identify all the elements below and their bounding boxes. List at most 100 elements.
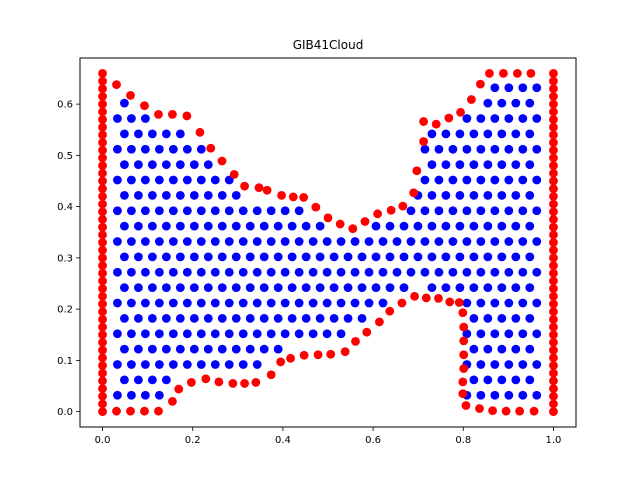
interior-point [154,298,164,308]
interior-point [189,283,199,292]
interior-point [127,298,136,308]
interior-point [217,344,227,354]
x-tick-label: 0.4 [275,435,291,446]
interior-point [504,83,514,93]
boundary-point [140,406,149,416]
interior-point [224,298,234,308]
interior-point [113,267,122,277]
interior-point [441,221,451,231]
interior-point [182,267,192,277]
interior-point [392,267,402,277]
boundary-point [313,350,323,360]
boundary-point [456,107,465,117]
boundary-point [549,245,558,255]
interior-point [196,144,206,154]
interior-point [315,221,325,231]
interior-point [329,252,339,262]
interior-point [266,298,276,308]
interior-point [532,329,542,339]
interior-point [469,160,479,170]
boundary-point [98,76,107,86]
interior-point [343,283,353,292]
interior-point [280,329,290,339]
interior-point [161,190,171,200]
interior-point [161,129,171,139]
y-tick-label: 0.5 [57,151,73,162]
y-tick-label: 0.2 [57,305,73,316]
interior-point [140,175,150,185]
interior-point [434,237,444,246]
interior-point [196,298,206,308]
interior-point [224,267,234,277]
boundary-point [549,284,558,294]
interior-point [469,283,479,292]
boundary-point [98,345,107,355]
boundary-point [549,92,558,101]
interior-point [189,160,199,170]
interior-point [182,298,192,308]
boundary-point [476,79,485,89]
interior-point [147,344,157,354]
interior-point [490,237,500,246]
boundary-point [98,261,107,270]
boundary-point [459,322,469,332]
interior-point [378,237,388,246]
boundary-point [445,297,455,307]
boundary-point [549,353,558,363]
interior-point [273,313,283,323]
boundary-point [98,138,107,147]
interior-point [399,252,409,262]
interior-point [133,313,143,323]
interior-point [406,206,416,216]
interior-point [217,221,227,231]
interior-point [280,298,290,308]
boundary-point [228,379,238,388]
boundary-point [251,378,261,387]
boundary-point [549,161,558,171]
boundary-point [98,184,107,194]
interior-point [196,360,206,369]
interior-point [511,375,521,385]
boundary-point [126,406,135,416]
interior-point [469,252,479,262]
interior-point [427,283,437,292]
boundary-point [362,327,372,337]
boundary-point [549,215,558,224]
interior-point [217,252,227,262]
boundary-point [397,298,407,308]
interior-point [525,190,535,200]
interior-point [127,360,136,369]
interior-point [154,267,164,277]
boundary-point [98,122,107,132]
boundary-point [98,268,107,278]
interior-point [532,237,542,246]
interior-point [420,237,430,246]
interior-point [504,267,514,277]
boundary-point [549,268,558,278]
y-tick-label: 0.1 [57,356,73,367]
interior-point [483,160,493,170]
interior-point [406,237,416,246]
boundary-point [549,115,558,124]
interior-point [504,114,514,123]
interior-point [175,252,185,262]
boundary-point [98,215,107,224]
interior-point [490,206,500,216]
interior-point [525,221,535,231]
interior-point [140,360,150,369]
interior-point [161,283,171,292]
interior-point [476,114,486,123]
interior-point [441,283,451,292]
boundary-point [98,291,107,301]
interior-point [420,144,430,154]
boundary-point [549,168,558,178]
interior-point [336,237,346,246]
interior-point [182,237,192,246]
interior-point [168,175,178,185]
interior-point [133,190,143,200]
interior-point [231,221,241,231]
boundary-point [549,299,558,309]
boundary-point [98,161,107,171]
interior-point [434,175,444,185]
interior-point [336,298,346,308]
